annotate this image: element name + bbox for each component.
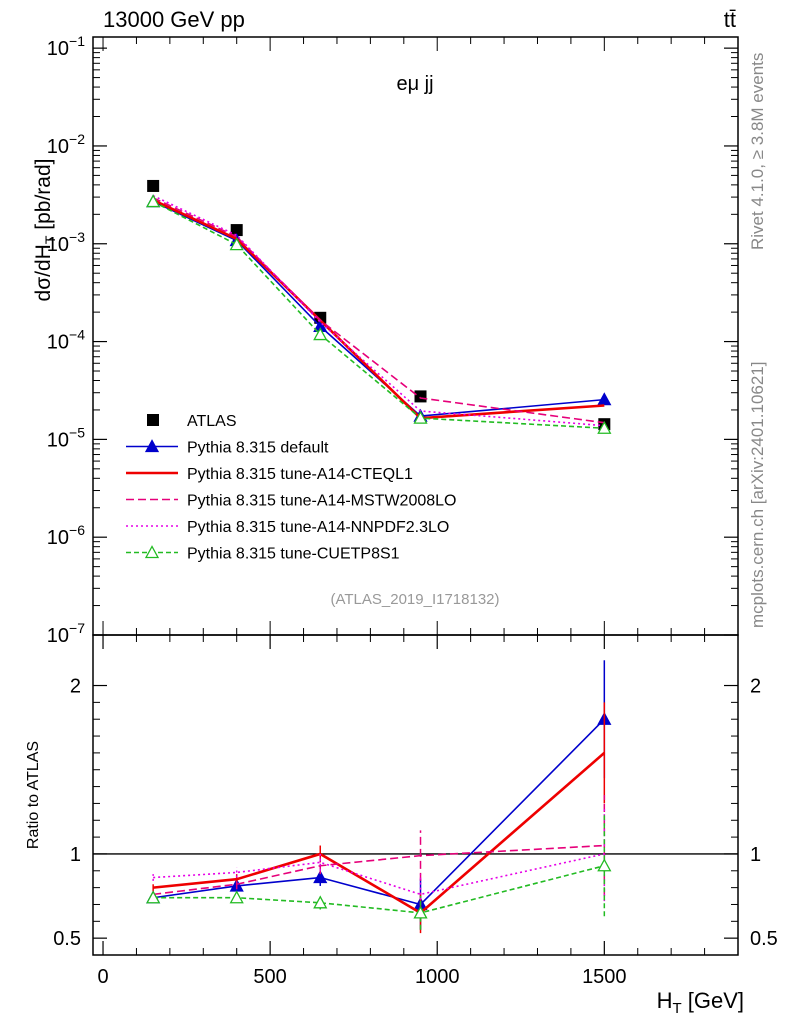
cuetp8s1-series-marker <box>229 237 244 251</box>
ratio-x-tick-label: 1500 <box>582 966 627 988</box>
ratio-y-tick-label-right: 2 <box>750 676 761 698</box>
ratio-axis-ticks: 0 500 1000 1500 0.5 0.5 1 1 2 2 <box>53 635 778 988</box>
cuetp8s1-series-marker <box>146 194 161 208</box>
top-series-line-5 <box>152 200 605 430</box>
header-process-label: tt̄ <box>724 7 736 32</box>
ratio-x-tick-label: 500 <box>253 966 286 988</box>
top-y-tick-label: 10−1 <box>47 33 85 60</box>
ratio-cuetp8s1-marker <box>229 890 244 904</box>
legend-label: Pythia 8.315 tune-CUETP8S1 <box>187 546 400 563</box>
ratio-cuetp8s1-marker <box>313 895 328 909</box>
rivet-version-label: Rivet 4.1.0, ≥ 3.8M events <box>748 53 767 250</box>
top-series-line-2 <box>152 198 605 420</box>
ratio-y-tick-label: 2 <box>70 676 81 698</box>
atlas-data-point <box>230 224 243 237</box>
process-title: eμ jj <box>396 73 433 95</box>
legend: ATLAS Pythia 8.315 default Pythia 8.315 tu… <box>126 413 456 563</box>
top-series-line-1 <box>152 200 605 417</box>
top-series-line-4 <box>152 194 605 427</box>
atlas-data-point <box>414 390 427 403</box>
ratio-y-tick-label-right: 0.5 <box>750 928 778 950</box>
atlas-data-point <box>147 179 160 192</box>
top-series-group <box>146 179 612 434</box>
ratio-y-tick-label: 1 <box>70 844 81 866</box>
cuetp8s1-series-marker <box>413 410 428 424</box>
x-axis-label: HT [GeV] <box>657 988 744 1017</box>
ratio-series-group <box>146 660 612 934</box>
ratio-cuetp8s1-marker <box>146 890 161 904</box>
legend-label: ATLAS <box>187 413 237 430</box>
top-y-tick-label: 10−6 <box>47 522 85 549</box>
top-y-tick-label: 10−4 <box>47 327 85 354</box>
legend-label: Pythia 8.315 tune-A14-NNPDF2.3LO <box>187 519 449 536</box>
ratio-panel-frame <box>92 634 739 956</box>
top-series-line-3 <box>152 197 605 424</box>
top-y-axis-label: dσ/dHT [pb/rad] <box>32 159 58 302</box>
cuetp8s1-series-marker <box>313 327 328 341</box>
mcplots-label: mcplots.cern.ch [arXiv:2401.10621] <box>748 362 767 628</box>
ratio-default-marker <box>313 870 328 884</box>
legend-label: Pythia 8.315 tune-A14-MSTW2008LO <box>187 493 456 510</box>
legend-label: Pythia 8.315 tune-A14-CTEQL1 <box>187 466 413 483</box>
top-y-tick-label: 10−3 <box>47 229 85 256</box>
legend-label: Pythia 8.315 default <box>187 440 329 457</box>
ratio-series-line-3 <box>153 853 605 896</box>
top-y-tick-label: 10−7 <box>47 620 85 647</box>
ratio-y-tick-label: 0.5 <box>53 928 81 950</box>
header-energy-label: 13000 GeV pp <box>103 7 245 32</box>
ratio-x-tick-label: 0 <box>97 966 108 988</box>
ratio-cuetp8s1-marker <box>597 858 612 872</box>
ratio-cuetp8s1-marker <box>413 905 428 919</box>
ratio-x-tick-label: 1000 <box>415 966 460 988</box>
legend-marker-default <box>144 439 160 453</box>
top-y-tick-label: 10−5 <box>47 424 85 451</box>
legend-marker-atlas <box>147 414 159 426</box>
top-y-tick-label: 10−2 <box>47 131 85 158</box>
analysis-label: (ATLAS_2019_I1718132) <box>330 591 499 608</box>
cuetp8s1-series-marker <box>597 420 612 434</box>
default-series-marker <box>597 392 612 406</box>
atlas-data-point <box>314 311 327 324</box>
ratio-y-axis-label: Ratio to ATLAS <box>25 741 42 849</box>
ratio-y-tick-label-right: 1 <box>750 844 761 866</box>
legend-marker-cuetp8s1 <box>144 545 160 559</box>
ratio-series-line-4 <box>153 864 605 914</box>
